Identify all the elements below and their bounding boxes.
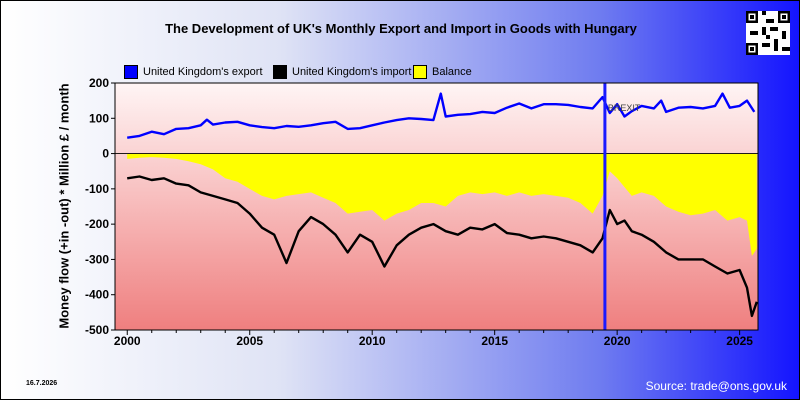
series-area-balance <box>127 153 757 256</box>
x-tick-label: 2025 <box>726 334 753 348</box>
source-credit: Source: trade@ons.gov.uk <box>645 379 787 393</box>
legend-item-import: United Kingdom's import <box>273 65 412 79</box>
date-stamp: 16.7.2026 <box>26 380 58 387</box>
y-tick-label: 0 <box>102 147 109 161</box>
y-tick-label: -400 <box>85 288 109 302</box>
qr-code-icon <box>746 11 790 55</box>
legend-label-import: United Kingdom's import <box>292 66 412 78</box>
y-tick-label: 100 <box>89 111 109 125</box>
legend-swatch-import <box>273 65 287 79</box>
plot-background <box>115 83 758 330</box>
legend-label-export: United Kingdom's export <box>143 66 263 78</box>
x-tick-label: 2010 <box>359 334 386 348</box>
legend-swatch-export <box>124 65 138 79</box>
y-tick-label: 200 <box>89 76 109 90</box>
legend-item-balance: Balance <box>413 65 472 79</box>
series-line-export <box>127 92 756 139</box>
legend-item-export: United Kingdom's export <box>124 65 263 79</box>
legend-label-balance: Balance <box>432 66 472 78</box>
x-tick-label: 2020 <box>604 334 631 348</box>
y-tick-label: -100 <box>85 182 109 196</box>
y-tick-label: -300 <box>85 252 109 266</box>
y-tick-label: -200 <box>85 217 109 231</box>
brexit-marker-label: BREXIT <box>608 103 641 113</box>
chart-title: The Development of UK's Monthly Export a… <box>165 21 637 36</box>
legend-swatch-balance <box>413 65 427 79</box>
x-tick-label: 2000 <box>114 334 141 348</box>
x-tick-label: 2005 <box>236 334 263 348</box>
series-line-import <box>127 175 758 318</box>
plot-border <box>114 82 759 331</box>
y-axis-label: Money flow (+in -out) * Million £ / mont… <box>56 83 72 329</box>
y-tick-label: -500 <box>85 323 109 337</box>
x-tick-label: 2015 <box>481 334 508 348</box>
